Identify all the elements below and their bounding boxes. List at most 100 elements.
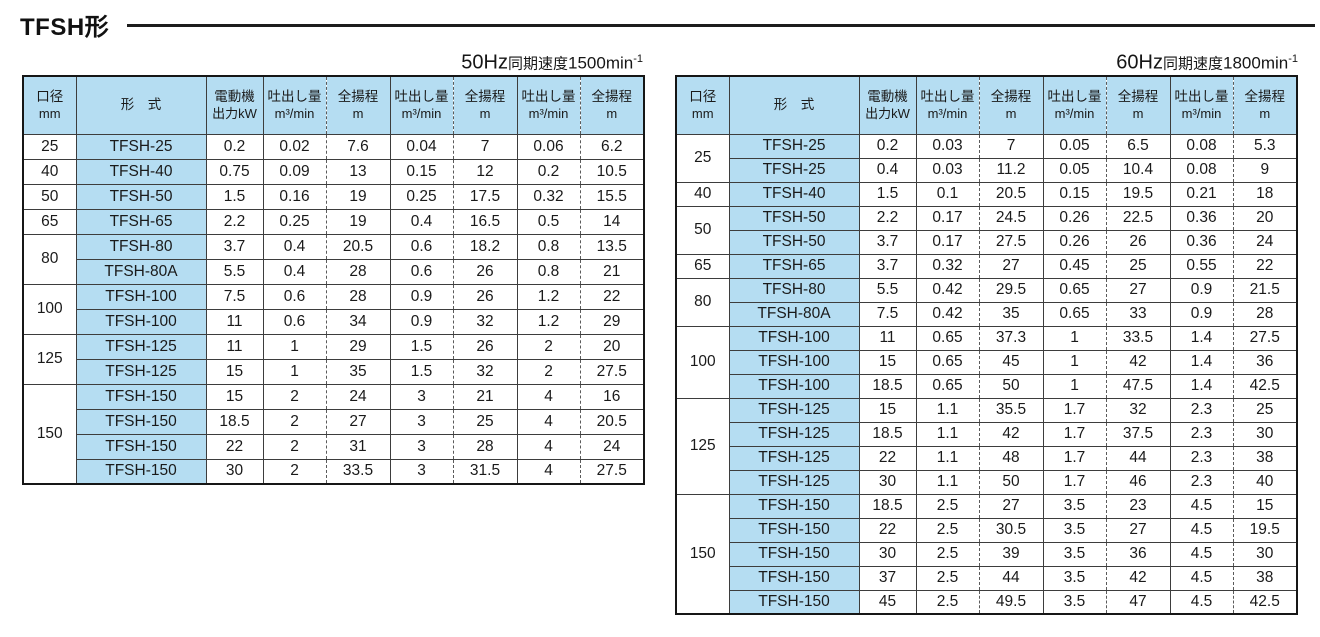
- table-section-50hz: 50Hz同期速度1500min-1 口径 mm 形 式電動機 出力kW 吐出し量 m³/m…: [22, 46, 645, 485]
- head-cell: 21.5: [1233, 277, 1298, 303]
- head-cell: 16: [580, 383, 645, 410]
- model-cell: TFSH-150: [728, 493, 860, 519]
- column-header: 全揚程 m: [1106, 75, 1171, 135]
- column-header: 全揚程 m: [326, 75, 391, 135]
- motor-output-cell: 30: [858, 469, 917, 495]
- spec-table-60hz: 口径 mm 形 式電動機 出力kW 吐出し量 m³/min 全揚程 m 吐出し量 m³/min 全揚…: [675, 75, 1298, 615]
- motor-output-cell: 2.2: [205, 208, 264, 235]
- head-cell: 49.5: [979, 589, 1044, 615]
- model-cell: TFSH-150: [728, 565, 860, 591]
- motor-output-cell: 22: [858, 445, 917, 471]
- discharge-cell: 0.8: [516, 258, 581, 285]
- head-cell: 38: [1233, 565, 1298, 591]
- discharge-cell: 0.65: [915, 349, 980, 375]
- table-row: TFSH-150 22 2 31 3 28 4 24: [23, 433, 645, 460]
- discharge-cell: 0.15: [1042, 181, 1107, 207]
- head-cell: 24: [1233, 229, 1298, 255]
- discharge-cell: 0.06: [516, 133, 581, 160]
- head-cell: 35.5: [979, 397, 1044, 423]
- discharge-cell: 0.25: [389, 183, 454, 210]
- head-cell: 26: [453, 283, 518, 310]
- discharge-cell: 2: [262, 408, 327, 435]
- motor-output-cell: 3.7: [858, 229, 917, 255]
- table-row: TFSH-150 45 2.5 49.5 3.5 47 4.5 42.5: [676, 589, 1298, 615]
- discharge-cell: 2: [516, 333, 581, 360]
- head-cell: 44: [979, 565, 1044, 591]
- head-cell: 26: [1106, 229, 1171, 255]
- column-header-line2: m: [1259, 105, 1271, 121]
- head-cell: 28: [326, 258, 391, 285]
- discharge-cell: 1.4: [1169, 373, 1234, 399]
- discharge-cell: 4: [516, 408, 581, 435]
- caption-speed: 1800: [1222, 53, 1261, 73]
- table-row: 50 TFSH-50 1.5 0.16 19 0.25 17.5 0.32 15.5: [22, 183, 645, 210]
- diameter-cell: 50: [675, 205, 730, 255]
- head-cell: 30: [1233, 421, 1298, 447]
- caption-label: 同期速度: [507, 55, 568, 73]
- model-cell: TFSH-80: [728, 277, 860, 303]
- table-row: 40 TFSH-40 1.5 0.1 20.5 0.15 19.5 0.21 18: [675, 181, 1298, 207]
- model-cell: TFSH-40: [75, 158, 207, 185]
- table-row: TFSH-125 30 1.1 50 1.7 46 2.3 40: [676, 469, 1298, 495]
- model-cell: TFSH-150: [728, 541, 860, 567]
- head-cell: 19.5: [1233, 517, 1298, 543]
- column-header-line2: m: [1132, 105, 1144, 121]
- table-row: TFSH-100 18.5 0.65 50 1 47.5 1.4 42.5: [676, 373, 1298, 399]
- head-cell: 36: [1233, 349, 1298, 375]
- discharge-cell: 2: [262, 433, 327, 460]
- discharge-cell: 1.1: [915, 445, 980, 471]
- head-cell: 6.5: [1106, 133, 1171, 159]
- head-cell: 42.5: [1233, 373, 1298, 399]
- diameter-cell: 25: [675, 133, 730, 183]
- discharge-cell: 1.5: [389, 333, 454, 360]
- head-cell: 19.5: [1106, 181, 1171, 207]
- column-header-line2: 出力kW: [212, 105, 257, 121]
- discharge-cell: 4: [516, 383, 581, 410]
- column-header-line1: 全揚程: [337, 89, 379, 105]
- discharge-cell: 0.6: [262, 308, 327, 335]
- head-cell: 27: [1106, 277, 1171, 303]
- head-cell: 13.5: [580, 233, 645, 260]
- model-cell: TFSH-150: [75, 383, 207, 410]
- head-cell: 19: [326, 208, 391, 235]
- motor-output-cell: 37: [858, 565, 917, 591]
- caption-unit: min: [1260, 53, 1289, 73]
- discharge-cell: 3: [389, 433, 454, 460]
- head-cell: 35: [979, 301, 1044, 327]
- discharge-cell: 0.05: [1042, 157, 1107, 183]
- spec-table-50hz: 口径 mm 形 式電動機 出力kW 吐出し量 m³/min 全揚程 m 吐出し量 m³/min 全揚…: [22, 75, 645, 485]
- discharge-cell: 0.65: [915, 325, 980, 351]
- title-rule: [127, 23, 1315, 27]
- column-header-line1: 全揚程: [1117, 89, 1159, 105]
- diameter-cell: 25: [22, 133, 77, 160]
- discharge-cell: 0.65: [1042, 301, 1107, 327]
- motor-output-cell: 1.5: [205, 183, 264, 210]
- motor-output-cell: 0.2: [858, 133, 917, 159]
- head-cell: 27.5: [580, 358, 645, 385]
- discharge-cell: 0.6: [389, 258, 454, 285]
- discharge-cell: 0.9: [1169, 301, 1234, 327]
- column-header-line2: m³/min: [401, 105, 442, 121]
- motor-output-cell: 15: [858, 349, 917, 375]
- motor-output-cell: 18.5: [205, 408, 264, 435]
- column-header: 全揚程 m: [979, 75, 1044, 135]
- head-cell: 20: [580, 333, 645, 360]
- discharge-cell: 1.2: [516, 283, 581, 310]
- head-cell: 21: [453, 383, 518, 410]
- caption-label: 同期速度: [1162, 55, 1223, 73]
- head-cell: 11.2: [979, 157, 1044, 183]
- discharge-cell: 0.32: [516, 183, 581, 210]
- table-row: 150 TFSH-150 18.5 2.5 27 3.5 23 4.5 15: [675, 493, 1298, 615]
- page-title: TFSH形: [20, 14, 110, 41]
- head-cell: 34: [326, 308, 391, 335]
- column-header-line1: 形 式: [773, 97, 815, 113]
- discharge-cell: 0.8: [516, 233, 581, 260]
- head-cell: 29.5: [979, 277, 1044, 303]
- head-cell: 44: [1106, 445, 1171, 471]
- head-cell: 27.5: [580, 458, 645, 485]
- head-cell: 20.5: [979, 181, 1044, 207]
- discharge-cell: 0.65: [915, 373, 980, 399]
- table-row: TFSH-80A 7.5 0.42 35 0.65 33 0.9 28: [676, 301, 1298, 327]
- head-cell: 17.5: [453, 183, 518, 210]
- motor-output-cell: 0.75: [205, 158, 264, 185]
